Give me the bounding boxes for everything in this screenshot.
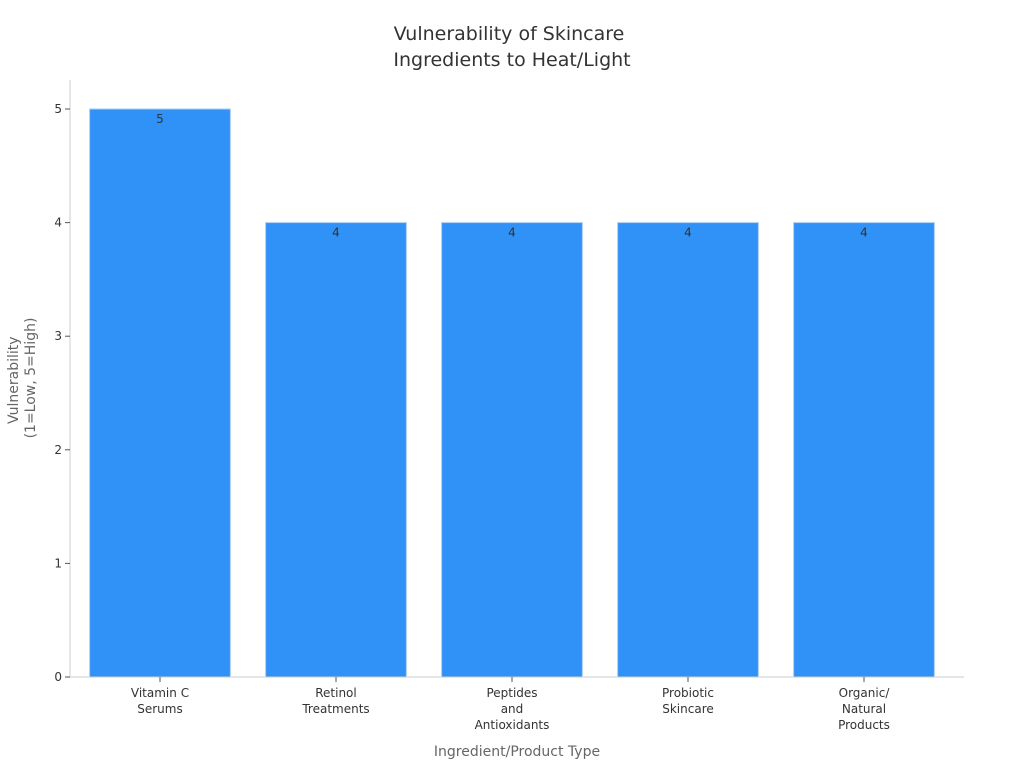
bar (442, 223, 583, 677)
y-axis-ticks: 0 1 2 3 4 5 (54, 102, 70, 684)
x-tick-label-line: Antioxidants (475, 718, 550, 732)
x-tick-label: Organic/Natural Products (838, 686, 890, 732)
x-tick-label-line: Products (838, 718, 890, 732)
chart-title-line-1: Vulnerability of Skincare (394, 23, 625, 45)
y-tick-label: 2 (54, 443, 62, 457)
bar-data-label: 4 (508, 226, 516, 240)
y-axis-title: Vulnerability (1=Low, 5=High) (6, 318, 39, 439)
y-tick-label: 4 (54, 216, 62, 230)
x-axis-title: Ingredient/Product Type (434, 744, 600, 760)
x-tick-label-line: Natural (842, 702, 886, 716)
x-tick-label-line: and (501, 702, 524, 716)
x-tick-label-line: Peptides (486, 686, 537, 700)
x-tick-label: Peptides and Antioxidants (475, 686, 550, 732)
bars-group (90, 109, 935, 677)
bar-chart: Vulnerability of Skincare Ingredients to… (0, 0, 1024, 768)
x-tick-label-line: Retinol (315, 686, 357, 700)
x-tick-label-line: Serums (137, 702, 182, 716)
x-tick-label: Retinol Treatments (301, 686, 369, 716)
x-tick-label-line: Skincare (662, 702, 714, 716)
data-labels-group: 5 4 4 4 4 (156, 112, 868, 240)
x-tick-label-line: Vitamin C (131, 686, 189, 700)
x-tick-label: Vitamin C Serums (131, 686, 189, 716)
y-tick-label: 0 (54, 670, 62, 684)
y-axis-title-line-2: (1=Low, 5=High) (23, 318, 39, 439)
x-tick-label-line: Treatments (301, 702, 369, 716)
bar-data-label: 4 (684, 226, 692, 240)
bar-data-label: 4 (860, 226, 868, 240)
chart-title-line-2: Ingredients to Heat/Light (393, 49, 630, 71)
bar (794, 223, 935, 677)
bar-data-label: 4 (332, 226, 340, 240)
y-tick-label: 1 (54, 556, 62, 570)
bar (618, 223, 759, 677)
bar-data-label: 5 (156, 112, 164, 126)
chart-title: Vulnerability of Skincare Ingredients to… (393, 23, 630, 71)
y-tick-label: 5 (54, 102, 62, 116)
x-tick-label-line: Organic/ (839, 686, 891, 700)
bar (90, 109, 231, 677)
y-tick-label: 3 (54, 329, 62, 343)
x-tick-label-line: Probiotic (662, 686, 714, 700)
x-tick-label: Probiotic Skincare (662, 686, 714, 716)
x-axis-ticks: Vitamin C Serums Retinol Treatments Peptides… (131, 677, 890, 732)
y-axis-title-line-1: Vulnerability (6, 336, 22, 424)
bar (266, 223, 407, 677)
